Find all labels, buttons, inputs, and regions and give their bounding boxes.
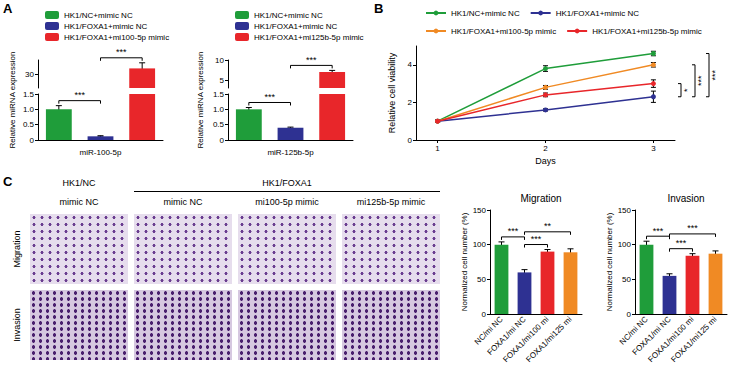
html-text:A: A (3, 1, 13, 16)
svg-text:0: 0 (30, 136, 35, 145)
html-text:mimic NC: mimic NC (163, 197, 203, 207)
html-text:C: C (3, 174, 13, 189)
svg-text:HK1/FOXA1+mi125b-5p mimic: HK1/FOXA1+mi125b-5p mimic (592, 27, 702, 36)
svg-text:Days: Days (535, 156, 556, 166)
svg-text:2: 2 (543, 144, 548, 153)
html-text:HK1/FOXA1: HK1/FOXA1 (262, 178, 312, 188)
svg-text:5: 5 (220, 76, 225, 85)
svg-text:FOXA1/mi125 mi: FOXA1/mi125 mi (669, 315, 719, 365)
svg-text:30: 30 (25, 70, 34, 79)
svg-text:FOXA1/mi100 mi: FOXA1/mi100 mi (501, 314, 551, 365)
html-text:B: B (374, 1, 384, 16)
svg-text:***: *** (508, 226, 519, 236)
svg-text:miR-125b-5p: miR-125b-5p (267, 148, 314, 157)
svg-text:1.0: 1.0 (23, 105, 35, 114)
svg-text:Migration: Migration (520, 193, 561, 204)
svg-text:*: * (682, 88, 692, 92)
svg-text:150: 150 (473, 206, 487, 215)
svg-text:Invasion: Invasion (667, 193, 704, 204)
svg-text:**: ** (544, 221, 552, 231)
html-text:Invasion: Invasion (12, 308, 22, 342)
svg-text:0.5: 0.5 (213, 120, 225, 129)
svg-text:1.5: 1.5 (213, 90, 225, 99)
svg-text:Normalized cell number (%): Normalized cell number (%) (460, 212, 469, 311)
svg-text:Relative miRNA expression: Relative miRNA expression (8, 52, 17, 149)
svg-text:0: 0 (220, 136, 225, 145)
svg-text:0.5: 0.5 (23, 120, 35, 129)
svg-text:1: 1 (435, 144, 440, 153)
svg-text:50: 50 (477, 275, 486, 284)
svg-text:HK1/NC+mimic NC: HK1/NC+mimic NC (254, 11, 323, 20)
svg-text:HK1/FOXA1+mimic NC: HK1/FOXA1+mimic NC (254, 22, 338, 31)
svg-text:***: *** (74, 90, 85, 100)
svg-text:100: 100 (618, 240, 632, 249)
html-text:HK1/NC: HK1/NC (62, 178, 96, 188)
svg-text:***: *** (687, 223, 698, 233)
svg-text:HK1/FOXA1+mimic NC: HK1/FOXA1+mimic NC (64, 22, 148, 31)
svg-text:3: 3 (651, 144, 656, 153)
svg-text:1.5: 1.5 (23, 90, 35, 99)
svg-text:0: 0 (482, 310, 487, 319)
svg-text:4: 4 (408, 60, 413, 69)
svg-text:***: *** (264, 92, 275, 102)
svg-text:Relative miRNA expression: Relative miRNA expression (196, 52, 205, 149)
svg-text:HK1/FOXA1+mimic NC: HK1/FOXA1+mimic NC (556, 9, 640, 18)
svg-text:***: *** (306, 55, 317, 65)
svg-text:FOXA1/mi125 mi: FOXA1/mi125 mi (524, 315, 574, 365)
svg-text:10: 10 (215, 56, 224, 65)
svg-text:0: 0 (627, 310, 632, 319)
svg-text:100: 100 (473, 240, 487, 249)
svg-text:***: *** (696, 75, 706, 86)
svg-text:HK1/FOXA1+mi125b-5p mimic: HK1/FOXA1+mi125b-5p mimic (254, 33, 364, 42)
svg-text:50: 50 (622, 275, 631, 284)
svg-text:1.0: 1.0 (213, 105, 225, 114)
svg-text:***: *** (710, 69, 720, 80)
svg-text:Relative cell viability: Relative cell viability (387, 52, 397, 133)
svg-text:HK1/FOXA1+mi100-5p mimic: HK1/FOXA1+mi100-5p mimic (64, 33, 169, 42)
svg-text:150: 150 (618, 206, 632, 215)
svg-text:2: 2 (408, 98, 413, 107)
svg-text:FOXA1/mi100 mi: FOXA1/mi100 mi (646, 314, 696, 365)
html-text:mi100-5p mimic: mi100-5p mimic (255, 197, 319, 207)
html-text:Migration: Migration (12, 230, 22, 268)
svg-text:HK1/NC+mimic NC: HK1/NC+mimic NC (64, 11, 133, 20)
html-text:mi125b-5p mimic: mi125b-5p mimic (356, 197, 426, 207)
svg-text:***: *** (116, 47, 127, 57)
svg-text:miR-100-5p: miR-100-5p (80, 148, 122, 157)
html-text:mimic NC: mimic NC (59, 197, 99, 207)
svg-text:***: *** (653, 226, 664, 236)
svg-text:HK1/FOXA1+mi100-5p mimic: HK1/FOXA1+mi100-5p mimic (451, 27, 556, 36)
svg-text:***: *** (676, 238, 687, 248)
svg-text:NC/mi NC: NC/mi NC (617, 314, 650, 347)
svg-text:HK1/NC+mimic NC: HK1/NC+mimic NC (451, 9, 520, 18)
svg-text:***: *** (531, 234, 542, 244)
svg-text:NC/mi NC: NC/mi NC (472, 314, 505, 347)
svg-text:Normalized cell number (%): Normalized cell number (%) (605, 212, 614, 311)
svg-text:0: 0 (408, 136, 413, 145)
svg-text:FOXA1/mi NC: FOXA1/mi NC (486, 315, 528, 357)
svg-text:FOXA1/mi NC: FOXA1/mi NC (631, 315, 673, 357)
